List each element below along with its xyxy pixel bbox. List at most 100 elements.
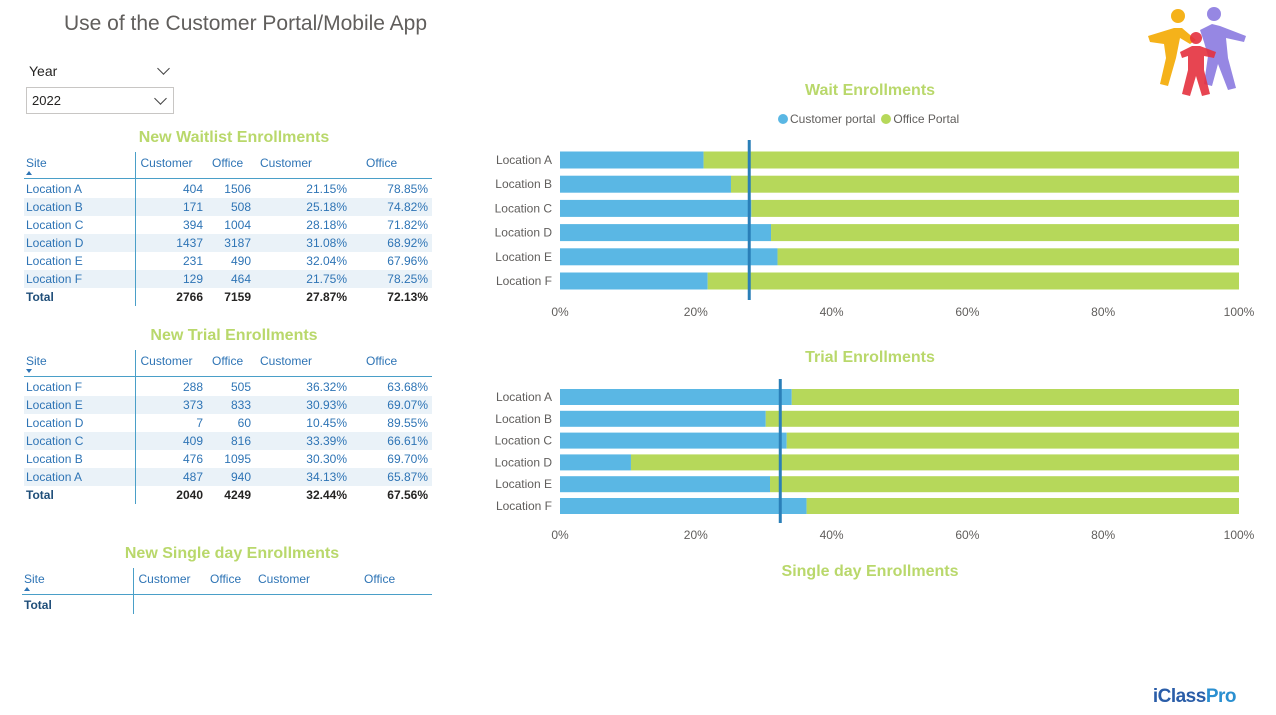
- cell-value: 34.13%: [255, 468, 351, 486]
- bar-customer-portal: [560, 432, 787, 449]
- year-dropdown[interactable]: 2022: [26, 87, 174, 114]
- category-label: Location E: [495, 477, 552, 491]
- x-tick-label: 80%: [1091, 305, 1115, 319]
- x-tick-label: 100%: [1224, 528, 1255, 542]
- chevron-down-icon[interactable]: [157, 62, 170, 75]
- cell-value: 10.45%: [306, 416, 347, 430]
- table-row[interactable]: Location A 404 1506 21.15% 78.85%: [24, 180, 432, 198]
- cell-value: 833: [207, 396, 255, 414]
- x-tick-label: 40%: [820, 305, 844, 319]
- bar-customer-portal: [560, 151, 704, 169]
- trial-table-body: Location F 288 505 36.32% 63.68% Location E 37…: [24, 376, 432, 504]
- table-row[interactable]: Location A 487 940 34.13% 65.87%: [24, 468, 432, 486]
- chevron-down-icon: [154, 91, 167, 105]
- table-row[interactable]: Location F 288 505 36.32% 63.68%: [24, 378, 432, 396]
- cell-value: 1095: [224, 452, 251, 466]
- category-label: Location A: [496, 390, 552, 404]
- cell-value: 30.30%: [306, 452, 347, 466]
- total-label: Total: [24, 486, 136, 504]
- category-label: Location B: [495, 412, 552, 426]
- table-row[interactable]: Location D 1437 3187 31.08% 68.92%: [24, 234, 432, 252]
- table-header-row: Site Customer Office Customer Office: [24, 350, 432, 377]
- legend-dot-office: [881, 114, 892, 124]
- category-label: Location B: [495, 177, 552, 191]
- table-row[interactable]: Location B 171 508 25.18% 74.82%: [24, 198, 432, 216]
- table-row[interactable]: Location B 476 1095 30.30% 69.70%: [24, 450, 432, 468]
- cell-value: 490: [230, 254, 251, 268]
- cell-value: 67.96%: [387, 254, 428, 268]
- column-header-office[interactable]: Office: [207, 350, 255, 377]
- column-header-customer[interactable]: Customer: [135, 350, 207, 377]
- year-slicer-label: Year: [29, 63, 58, 79]
- column-header-site[interactable]: Site: [24, 152, 136, 179]
- category-label: Location D: [495, 226, 553, 240]
- column-header-office-pct[interactable]: Office: [351, 350, 432, 377]
- cell-value: 404: [182, 182, 203, 196]
- bar-office-portal: [707, 272, 1239, 290]
- bar-customer-portal: [560, 248, 778, 266]
- category-label: Location C: [495, 201, 553, 215]
- x-tick-label: 20%: [684, 305, 708, 319]
- column-header-office[interactable]: Office: [205, 568, 253, 595]
- legend-label-customer: Customer portal: [790, 112, 876, 126]
- wait-chart-title: Wait Enrollments: [804, 82, 936, 99]
- category-label: Location C: [495, 434, 553, 448]
- column-header-customer[interactable]: Customer: [133, 568, 205, 595]
- bar-customer-portal: [560, 224, 772, 242]
- table-row[interactable]: Location E 231 490 32.04% 67.96%: [24, 252, 432, 270]
- cell-value: 69.70%: [387, 452, 428, 466]
- category-label: Location E: [495, 250, 552, 264]
- x-tick-label: 80%: [1091, 528, 1115, 542]
- cell-value: 28.18%: [306, 218, 347, 232]
- legend-item-office[interactable]: Office Portal: [881, 112, 959, 126]
- cell-value: 21.75%: [255, 270, 351, 288]
- page-title: Use of the Customer Portal/Mobile App: [64, 12, 428, 35]
- table-row[interactable]: Location E 373 833 30.93% 69.07%: [24, 396, 432, 414]
- cell-value: 1004: [224, 218, 251, 232]
- cell-value: 288: [182, 380, 203, 394]
- table-row[interactable]: Location D 7 60 10.45% 89.55%: [24, 414, 432, 432]
- category-label: Location F: [496, 274, 552, 288]
- sort-ascending-icon: [24, 587, 30, 591]
- cell-site: Location C: [24, 432, 136, 450]
- table-row[interactable]: Location C 409 816 33.39% 66.61%: [24, 432, 432, 450]
- bar-customer-portal: [560, 454, 631, 471]
- column-header-site[interactable]: Site: [24, 350, 136, 377]
- table-row[interactable]: Location F 129 464 21.75% 78.25%: [24, 270, 432, 288]
- column-header-customer-pct[interactable]: Customer: [253, 568, 349, 595]
- brand-name-b: Pro: [1205, 686, 1237, 707]
- cell-value: 66.61%: [351, 432, 432, 450]
- cell-value: 409: [135, 432, 207, 450]
- cell-site: Location C: [24, 216, 136, 234]
- column-header-office[interactable]: Office: [207, 152, 255, 179]
- table-row[interactable]: Location C 394 1004 28.18% 71.82%: [24, 216, 432, 234]
- cell-value: 78.85%: [387, 182, 428, 196]
- cell-value: 36.32%: [306, 380, 347, 394]
- column-header-customer-pct[interactable]: Customer: [255, 152, 351, 179]
- wait-enrollments-chart[interactable]: Location A Location B Location C Location D…: [476, 138, 1276, 328]
- cell-value: 71.82%: [387, 218, 428, 232]
- chart-legend: Customer portal Office Portal: [778, 112, 959, 126]
- cell-value: 505: [230, 380, 251, 394]
- column-header-customer[interactable]: Customer: [135, 152, 207, 179]
- year-slicer-header[interactable]: Year: [26, 60, 174, 82]
- cell-value: 68.92%: [351, 234, 432, 252]
- bar-office-portal: [730, 175, 1239, 193]
- cell-value: 30.93%: [255, 396, 351, 414]
- category-label: Location A: [496, 153, 552, 167]
- cell-value: 78.25%: [351, 270, 432, 288]
- column-header-site[interactable]: Site: [22, 568, 134, 595]
- x-tick-label: 60%: [955, 528, 979, 542]
- cell-value: 231: [182, 254, 203, 268]
- cell-value: 508: [207, 198, 255, 216]
- legend-item-customer[interactable]: Customer portal: [778, 112, 875, 126]
- trial-enrollments-chart[interactable]: Location A Location B Location C Location D…: [476, 376, 1276, 546]
- column-header-office-pct[interactable]: Office: [351, 152, 432, 179]
- bar-office-portal: [765, 410, 1239, 427]
- column-header-office-pct[interactable]: Office: [349, 568, 432, 595]
- cell-site: Location B: [24, 450, 136, 468]
- brand-name-a: iClass: [1152, 686, 1206, 707]
- total-value: 72.13%: [387, 290, 428, 304]
- column-header-customer-pct[interactable]: Customer: [255, 350, 351, 377]
